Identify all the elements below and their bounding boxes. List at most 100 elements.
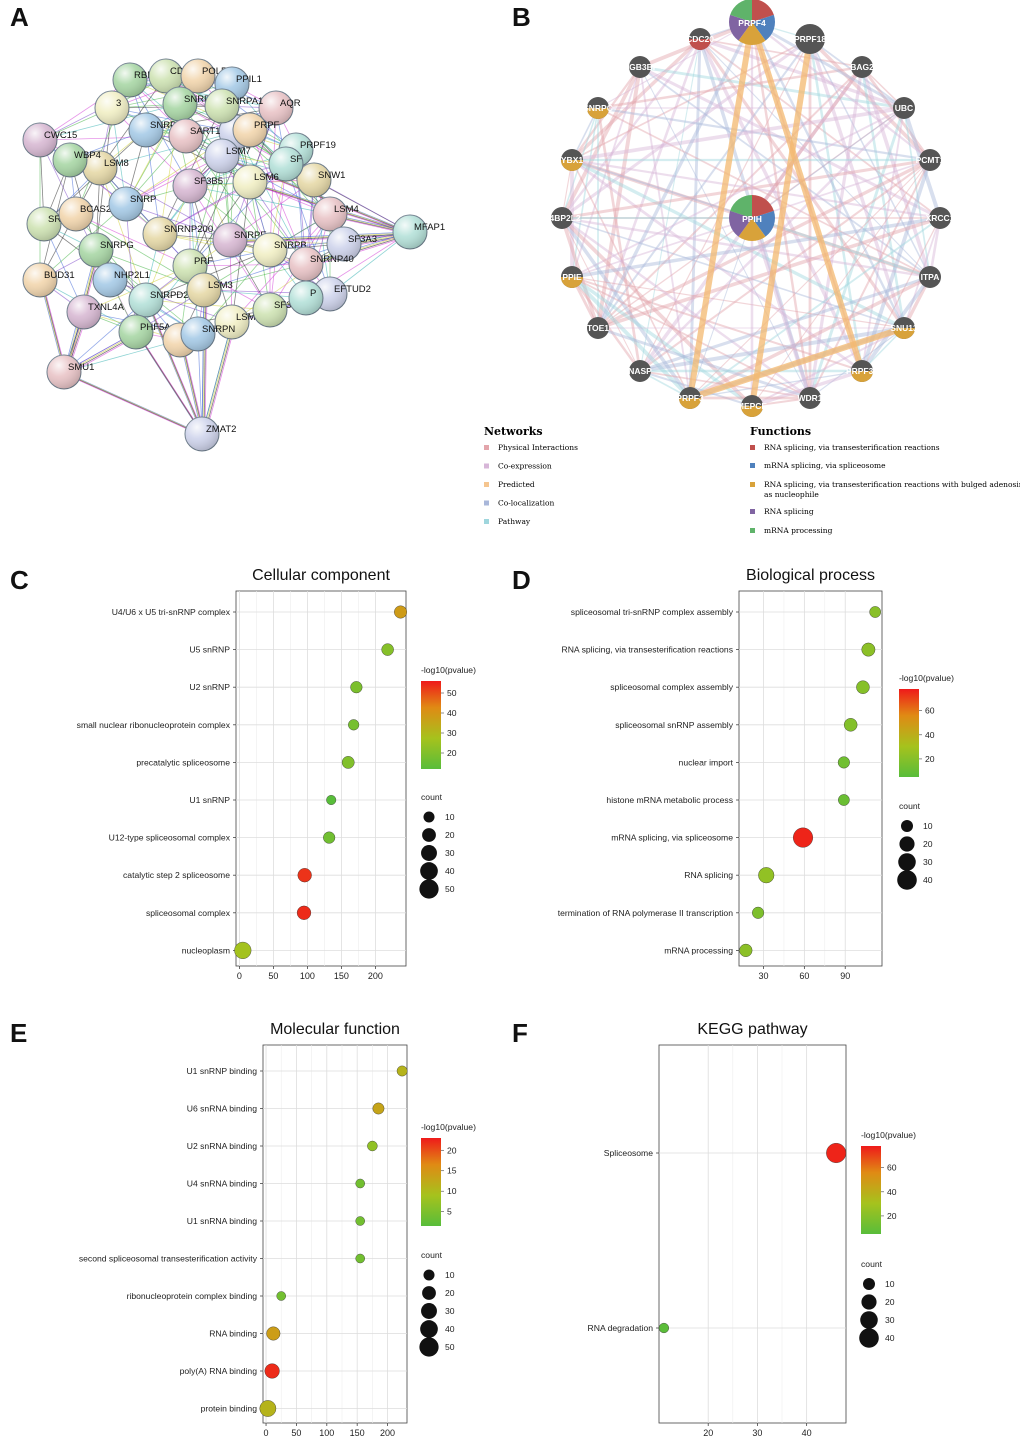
node-label: PRPF19 [300,140,336,151]
node-label: WDR1 [797,393,822,403]
network-edge [860,66,906,329]
node-label: PRPF31 [846,366,878,376]
category-label: U4 snRNA binding [187,1179,257,1189]
size-legend-dot [419,1337,439,1357]
ring-node: CDC20 [686,28,714,50]
category-label: histone mRNA metabolic process [606,795,733,805]
data-point [843,718,858,732]
network-node: LSM7 [204,138,251,174]
interaction-edge [201,289,205,435]
size-legend-label: 10 [445,812,455,822]
data-point [350,681,363,694]
ring-node: PPIE [561,266,583,288]
network-node: SMU1 [46,354,94,390]
data-point [266,1326,281,1341]
network-edge [750,66,864,219]
network-edge [561,216,811,400]
node-circle [929,207,951,229]
network-edge [860,66,932,278]
pie-slice [730,0,752,22]
node-label: EFTUD2 [334,284,371,295]
plot-panel [658,1044,847,1424]
x-tick-label: 30 [759,971,769,981]
node-highlight [79,233,113,267]
ring-node: BAG2 [850,56,874,78]
network-edge [639,370,753,407]
network-edge [750,21,906,329]
data-point [826,1143,847,1163]
network-nodes: PRPF4 PPIH CDC20 PRPF18 ITGB3BP BAG2 SNRPC UBC Y… [543,0,955,417]
interaction-edge [204,324,236,438]
node-label: PHF5A [140,322,171,333]
node-label: SNRP [130,194,156,205]
category-label: mRNA processing [664,945,733,955]
node-highlight [393,215,427,249]
chart-title: Molecular function [270,1021,400,1038]
interaction-edge [185,135,271,251]
interaction-edge [189,263,307,267]
network-node: SNRPB2 [162,86,222,122]
size-legend-label: 50 [445,884,455,894]
node-function-fill [561,277,583,288]
node-circle [629,56,651,78]
functions-legend-item: RNA splicing, via transesterification re… [764,443,940,452]
node-label: SNRPE [234,230,267,241]
node-label: SF3A3 [348,234,377,245]
node-function-fill [893,328,915,339]
category-label: precatalytic spliceosome [136,757,230,767]
node-highlight [83,151,117,185]
ring-node: ITGB3BP [622,56,659,78]
network-edge [689,370,863,399]
interaction-edge [146,300,204,436]
category-label: RNA splicing, via transesterification re… [562,645,733,655]
interaction-edge [231,213,331,323]
node-label: TOE1 [587,323,609,333]
node-label: LSM8 [104,158,129,169]
networks-legend-title: Networks [484,425,543,438]
node-label: WBP4 [74,150,101,161]
size-legend-label: 40 [445,1324,455,1334]
data-point [394,605,408,619]
node-highlight [23,123,57,157]
data-point [658,1322,670,1334]
network-node: PRPF [232,112,280,148]
color-tick-label: 60 [925,706,935,716]
network-edge [561,158,931,220]
network-edge [571,216,941,279]
interaction-edge [185,135,231,241]
network-node: SNRPA [128,112,183,148]
ring-node: MEPCE [737,395,767,417]
interaction-edge [231,243,345,323]
data-point [372,1102,385,1115]
interaction-edge [203,291,207,437]
panel-letter-b: B [512,2,531,32]
network-edge [639,66,931,278]
data-point [276,1291,286,1301]
interaction-edge [201,321,233,435]
interaction-edge [189,129,251,267]
network-node: SNRNP40 [288,246,354,282]
color-tick-label: 15 [447,1166,457,1176]
size-legend-label: 30 [923,857,933,867]
network-edge [809,38,931,278]
size-legend-label: 40 [885,1333,895,1343]
node-circle [919,149,941,171]
category-label: spliceosomal snRNP assembly [615,720,734,730]
network-node: LSM3 [186,272,233,308]
color-tick-label: 50 [447,688,457,698]
node-label: SNRPG [100,240,134,251]
legend-swatch [484,500,489,506]
interaction-edge [221,155,271,251]
node-highlight [53,143,87,177]
color-tick-label: 10 [447,1186,457,1196]
interaction-edge [63,299,147,373]
node-label: AQR [280,98,301,109]
kegg-pathway-chart: KEGG pathway Spliceosome RNA degradation 20… [588,1021,917,1438]
ring-node: NASP [628,360,652,382]
network-edge [808,37,932,162]
network-edge [639,107,905,372]
node-label: PPIL1 [236,74,262,85]
category-label: small nuclear ribonucleoprotein complex [77,720,231,730]
panel-letter-e: E [10,1018,27,1048]
legend-swatch [484,482,489,487]
